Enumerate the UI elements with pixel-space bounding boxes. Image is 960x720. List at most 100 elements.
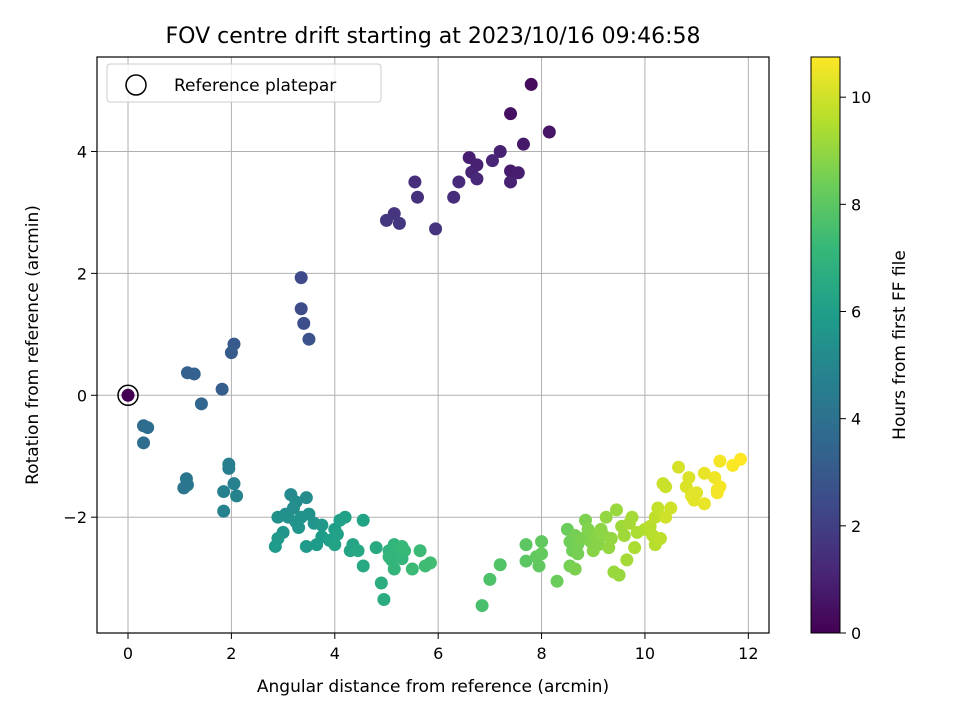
data-point — [222, 461, 236, 475]
y-tick-label: 4 — [77, 142, 87, 161]
data-point — [405, 562, 419, 576]
colorbar-ticks: 0 2 4 6 8 10 — [840, 88, 871, 643]
data-point — [315, 518, 329, 532]
data-point — [628, 541, 642, 555]
data-point — [483, 572, 497, 586]
x-tick-label: 12 — [738, 644, 758, 663]
data-point — [532, 559, 546, 573]
data-point — [542, 125, 556, 139]
legend-marker-icon — [125, 74, 147, 96]
data-point — [516, 137, 530, 151]
data-point — [177, 481, 191, 495]
data-point — [369, 541, 383, 555]
data-points — [117, 77, 748, 613]
data-point — [493, 558, 507, 572]
data-point — [659, 480, 673, 494]
data-point — [217, 485, 231, 499]
x-tick-label: 10 — [635, 644, 655, 663]
data-point — [387, 562, 401, 576]
data-point — [535, 547, 549, 561]
data-point — [519, 554, 533, 568]
reference-marker — [117, 384, 139, 407]
data-point — [268, 539, 282, 553]
y-axis-label: Rotation from reference (arcmin) — [23, 205, 43, 485]
legend-label: Reference platepar — [174, 76, 336, 96]
data-point — [620, 553, 634, 567]
data-point — [379, 213, 393, 227]
data-point — [121, 388, 135, 402]
x-tick-label: 8 — [536, 644, 546, 663]
data-point — [625, 510, 639, 524]
data-point — [377, 592, 391, 606]
colorbar-label: Hours from first FF file — [890, 250, 910, 440]
data-point — [612, 568, 626, 582]
data-point — [413, 544, 427, 558]
data-point — [423, 556, 437, 570]
colorbar-tick-label: 8 — [851, 195, 861, 214]
colorbar-tick-label: 6 — [851, 303, 861, 322]
data-point — [504, 175, 518, 189]
data-point — [382, 550, 396, 564]
data-point — [398, 544, 412, 558]
data-point — [294, 271, 308, 285]
data-point — [299, 491, 313, 505]
data-point — [734, 452, 748, 466]
data-point — [227, 477, 241, 491]
data-point — [511, 166, 525, 180]
data-point — [452, 175, 466, 189]
data-point — [697, 497, 711, 511]
data-point — [297, 316, 311, 330]
data-point — [682, 471, 696, 485]
x-axis-ticks: 0 2 4 6 8 10 12 — [123, 633, 759, 663]
data-point — [302, 332, 316, 346]
data-point — [651, 501, 665, 515]
colorbar-tick-label: 10 — [851, 88, 871, 107]
data-point — [571, 547, 585, 561]
data-point — [271, 510, 285, 524]
colorbar-tick-label: 2 — [851, 517, 861, 536]
legend-box — [106, 63, 382, 103]
x-tick-label: 4 — [330, 644, 340, 663]
data-point — [447, 190, 461, 204]
plot-frame — [96, 56, 770, 634]
data-point — [330, 527, 344, 541]
colorbar-tick-label: 4 — [851, 410, 861, 429]
data-point — [299, 539, 313, 553]
data-point — [653, 532, 667, 546]
data-point — [550, 574, 564, 588]
data-point — [292, 521, 306, 535]
legend: Reference platepar — [106, 63, 382, 103]
data-point — [410, 190, 424, 204]
data-point — [617, 528, 631, 542]
data-point — [470, 172, 484, 186]
data-point — [504, 107, 518, 121]
data-point — [224, 346, 238, 360]
data-point — [519, 538, 533, 552]
data-point — [374, 576, 388, 590]
x-tick-label: 2 — [226, 644, 236, 663]
x-tick-label: 0 — [123, 644, 133, 663]
data-point — [217, 504, 231, 518]
data-point — [599, 510, 613, 524]
data-point — [568, 562, 582, 576]
y-tick-label: −2 — [63, 508, 87, 527]
data-point — [351, 544, 365, 558]
data-point — [338, 510, 352, 524]
data-point — [356, 559, 370, 573]
grid-lines — [97, 57, 769, 633]
data-point — [475, 599, 489, 613]
data-point — [137, 436, 151, 450]
data-point — [356, 513, 370, 527]
colorbar-tick-label: 0 — [851, 624, 861, 643]
data-point — [215, 382, 229, 396]
data-point — [392, 216, 406, 230]
data-point — [610, 503, 624, 517]
data-point — [328, 538, 342, 552]
colorbar: 0 2 4 6 8 10 Hours from first FF file — [810, 56, 910, 643]
data-point — [493, 144, 507, 158]
data-point — [187, 367, 201, 381]
data-point — [659, 510, 673, 524]
data-point — [408, 175, 422, 189]
x-axis-label: Angular distance from reference (arcmin) — [257, 677, 609, 697]
